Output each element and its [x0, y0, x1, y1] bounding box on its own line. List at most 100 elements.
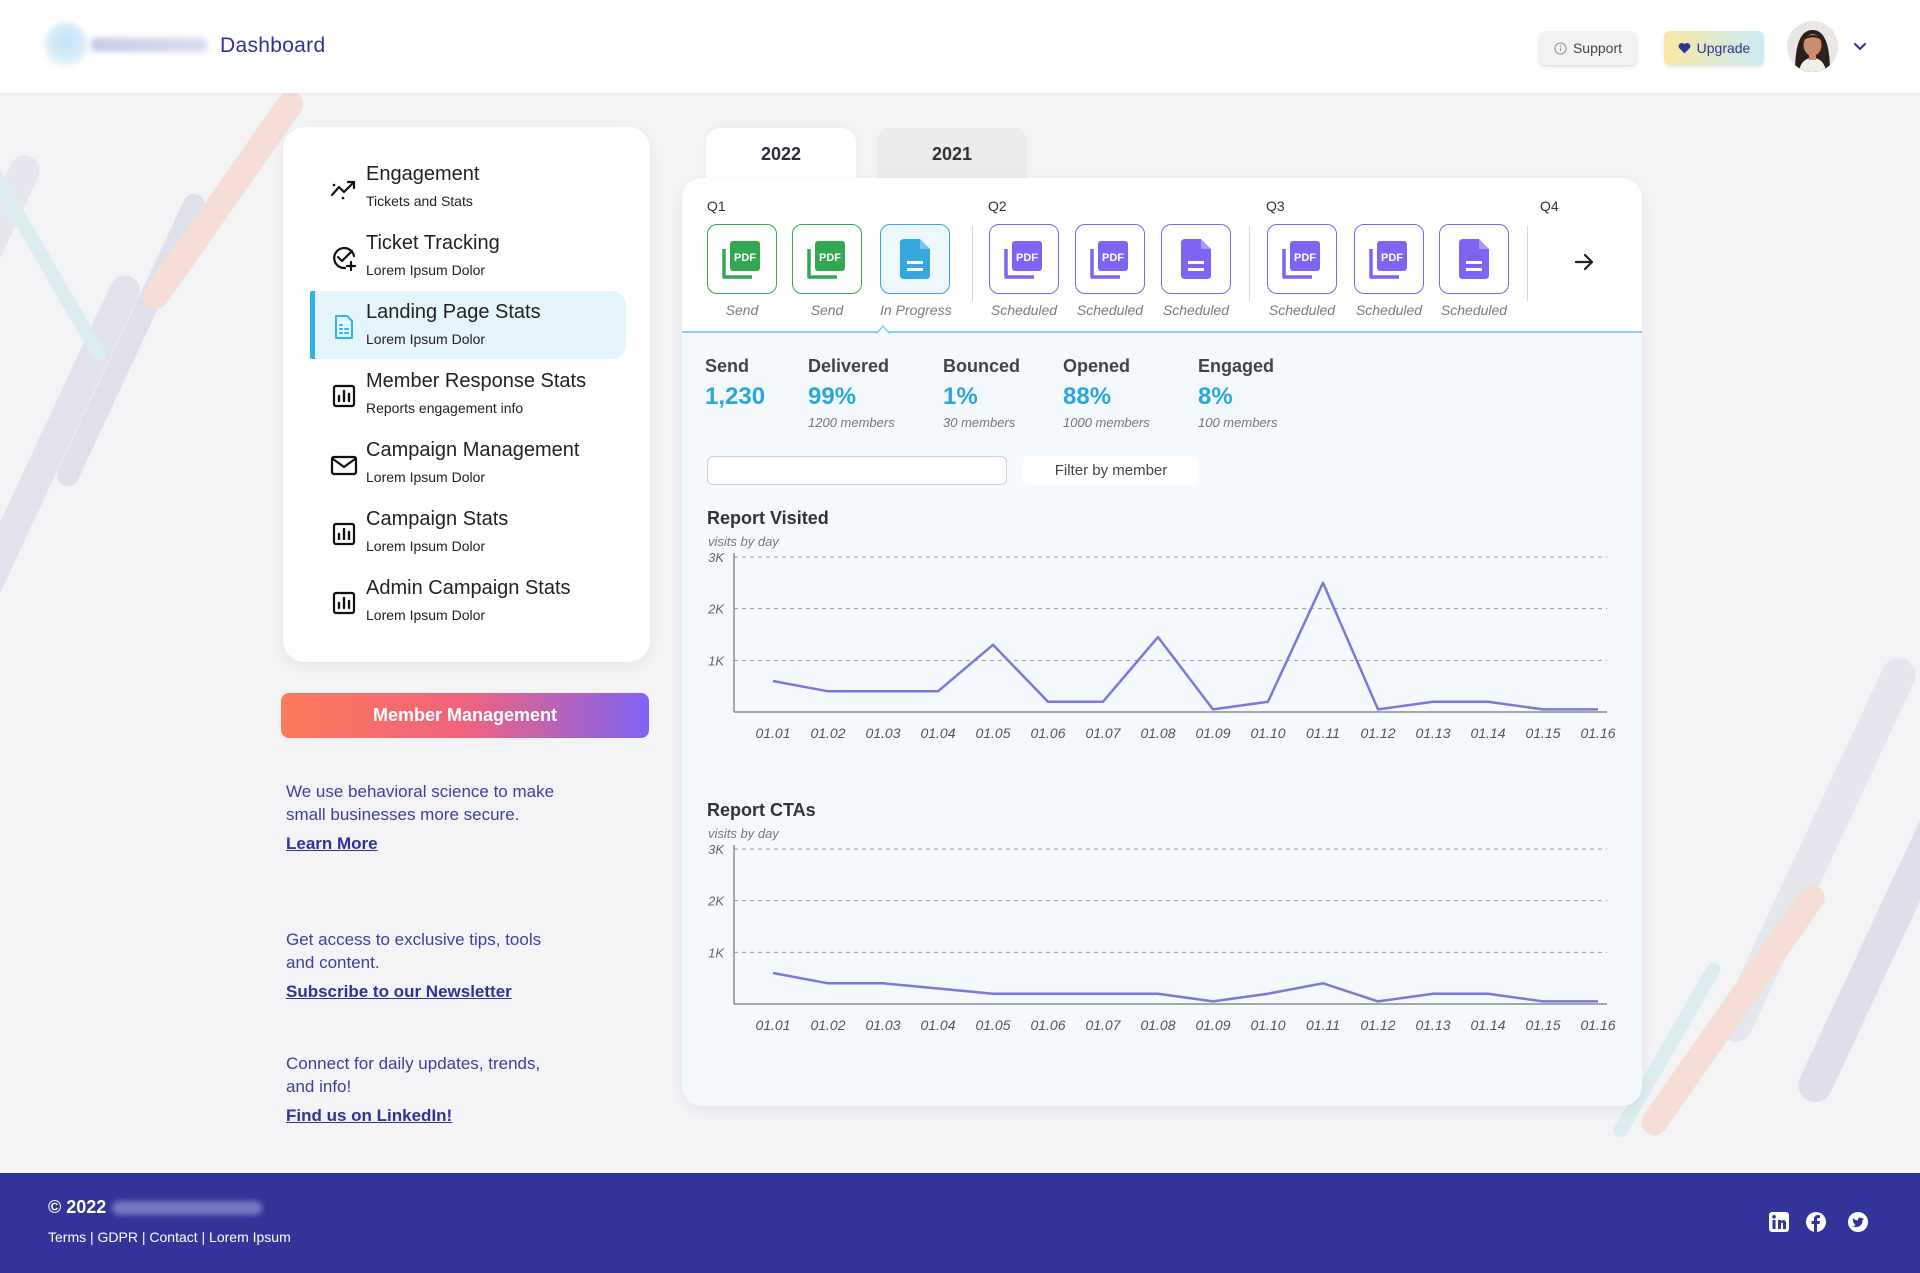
x-tick-label: 01.06	[1030, 725, 1065, 741]
x-tick-label: 01.02	[810, 725, 845, 741]
report-item[interactable]: PDF Scheduled	[1267, 224, 1337, 318]
x-tick-label: 01.14	[1470, 725, 1505, 741]
quarter-divider	[1527, 226, 1528, 301]
selection-caret	[876, 324, 890, 334]
tab-2022[interactable]: 2022	[706, 128, 856, 180]
stat-label: Bounced	[943, 356, 1021, 376]
stat-label: Send	[705, 356, 750, 376]
learn-more-link[interactable]: Learn More	[286, 834, 378, 853]
sidebar-item-campaign-stats[interactable]: Campaign Stats Lorem Ipsum Dolor	[310, 498, 626, 566]
sidebar-item-subtitle: Lorem Ipsum Dolor	[366, 607, 486, 623]
footer-links[interactable]: Terms | GDPR | Contact | Lorem Ipsum	[48, 1229, 291, 1245]
stat-send: Send 1,230	[705, 356, 765, 411]
chart-title: Report CTAs	[707, 800, 816, 820]
sidebar-item-title: Landing Page Stats	[366, 301, 541, 323]
y-tick-label: 2K	[707, 894, 725, 909]
x-tick-label: 01.11	[1306, 725, 1340, 741]
report-item[interactable]: In Progress	[880, 224, 952, 318]
x-tick-label: 01.04	[920, 1017, 955, 1033]
report-item[interactable]: PDF Scheduled	[1354, 224, 1424, 318]
report-item[interactable]: PDF Scheduled	[989, 224, 1059, 318]
promo-behavioral-science: We use behavioral science to make small …	[286, 780, 566, 854]
quarter-divider	[1249, 226, 1250, 301]
mail-icon	[330, 455, 358, 476]
twitter-icon[interactable]	[1847, 1211, 1869, 1233]
x-tick-label: 01.07	[1085, 725, 1121, 741]
linkedin-link[interactable]: Find us on LinkedIn!	[286, 1106, 453, 1125]
stat-label: Delivered	[808, 356, 890, 376]
x-tick-label: 01.08	[1140, 1017, 1175, 1033]
top-header: Dashboard Support Upgrade	[0, 0, 1920, 93]
sidebar-item-landing-page-stats[interactable]: Landing Page Stats Lorem Ipsum Dolor	[310, 291, 626, 359]
member-management-button[interactable]: Member Management	[281, 693, 649, 738]
stat-value: 88%	[1063, 383, 1112, 410]
report-item[interactable]: PDF Send	[792, 224, 862, 318]
reports-strip: Q1 Q2 Q3 Q4 PDF Send PDF Send In Progress PDF…	[682, 178, 1642, 334]
sidebar-item-ticket-tracking[interactable]: Ticket Tracking Lorem Ipsum Dolor	[310, 222, 626, 290]
sidebar-item-campaign-management[interactable]: Campaign Management Lorem Ipsum Dolor	[310, 429, 626, 497]
x-tick-label: 01.12	[1360, 725, 1395, 741]
x-tick-label: 01.15	[1525, 725, 1560, 741]
facebook-icon[interactable]	[1805, 1211, 1827, 1233]
report-status-label: Scheduled	[1355, 302, 1423, 318]
report-status-label: Scheduled	[1440, 302, 1508, 318]
sidebar-item-subtitle: Tickets and Stats	[366, 193, 473, 209]
stat-value: 8%	[1198, 383, 1233, 410]
stat-value: 1,230	[705, 383, 766, 410]
sidebar-nav: Engagement Tickets and Stats Ticket Trac…	[283, 127, 650, 662]
pdf-file-icon: PDF	[1267, 224, 1337, 294]
svg-text:PDF: PDF	[734, 252, 756, 264]
sidebar-item-title: Campaign Stats	[366, 508, 509, 530]
quarter-label-q2: Q2	[988, 198, 1007, 214]
x-tick-label: 01.01	[755, 725, 790, 741]
x-tick-label: 01.06	[1030, 1017, 1065, 1033]
sidebar-item-subtitle: Lorem Ipsum Dolor	[366, 262, 486, 278]
y-tick-label: 1K	[708, 653, 725, 668]
report-status-label: Scheduled	[1162, 302, 1230, 318]
arrow-right-icon[interactable]	[1570, 248, 1598, 276]
x-tick-label: 01.13	[1415, 1017, 1450, 1033]
sidebar-item-subtitle: Lorem Ipsum Dolor	[366, 331, 486, 347]
subscribe-newsletter-link[interactable]: Subscribe to our Newsletter	[286, 982, 512, 1001]
tab-2021[interactable]: 2021	[877, 128, 1027, 180]
report-status-label: Scheduled	[1076, 302, 1144, 318]
report-item[interactable]: PDF Scheduled	[1075, 224, 1145, 318]
x-tick-label: 01.10	[1250, 725, 1285, 741]
sidebar-item-admin-campaign-stats[interactable]: Admin Campaign Stats Lorem Ipsum Dolor	[310, 567, 626, 635]
x-tick-label: 01.11	[1306, 1017, 1340, 1033]
quarter-label-q3: Q3	[1266, 198, 1285, 214]
promo-text: Get access to exclusive tips, tools and …	[286, 930, 542, 972]
company-logo[interactable]	[44, 20, 209, 74]
x-tick-label: 01.03	[865, 725, 900, 741]
sidebar-item-title: Engagement	[366, 163, 480, 185]
series-line	[772, 581, 1598, 711]
document-file-icon	[1439, 224, 1509, 294]
member-search-input[interactable]	[707, 456, 1007, 485]
x-tick-label: 01.09	[1195, 1017, 1230, 1033]
report-item[interactable]: Scheduled	[1439, 224, 1509, 318]
bar-chart-icon	[332, 384, 356, 408]
chevron-down-icon[interactable]	[1850, 36, 1870, 56]
x-tick-label: 01.08	[1140, 725, 1175, 741]
x-tick-label: 01.04	[920, 725, 955, 741]
sidebar-item-member-response-stats[interactable]: Member Response Stats Reports engagement…	[310, 360, 626, 428]
support-label: Support	[1572, 40, 1623, 56]
page-title: Dashboard	[220, 34, 326, 57]
upgrade-button[interactable]: Upgrade	[1664, 31, 1764, 65]
stat-opened: Opened 88% 1000 members	[1063, 356, 1150, 430]
sidebar-item-title: Admin Campaign Stats	[366, 577, 571, 599]
x-tick-label: 01.12	[1360, 1017, 1395, 1033]
check-circle-icon	[333, 246, 357, 272]
user-avatar[interactable]	[1787, 21, 1838, 72]
y-tick-label: 1K	[708, 945, 725, 960]
copyright: © 2022	[48, 1197, 263, 1218]
svg-text:PDF: PDF	[1294, 252, 1316, 264]
document-file-icon	[1161, 224, 1231, 294]
linkedin-icon[interactable]	[1768, 1211, 1790, 1233]
support-button[interactable]: Support	[1539, 31, 1637, 65]
sidebar-item-title: Campaign Management	[366, 439, 580, 461]
report-item[interactable]: PDF Send	[707, 224, 777, 318]
filter-by-member-button[interactable]: Filter by member	[1023, 456, 1199, 485]
sidebar-item-engagement[interactable]: Engagement Tickets and Stats	[310, 153, 626, 221]
report-item[interactable]: Scheduled	[1161, 224, 1231, 318]
